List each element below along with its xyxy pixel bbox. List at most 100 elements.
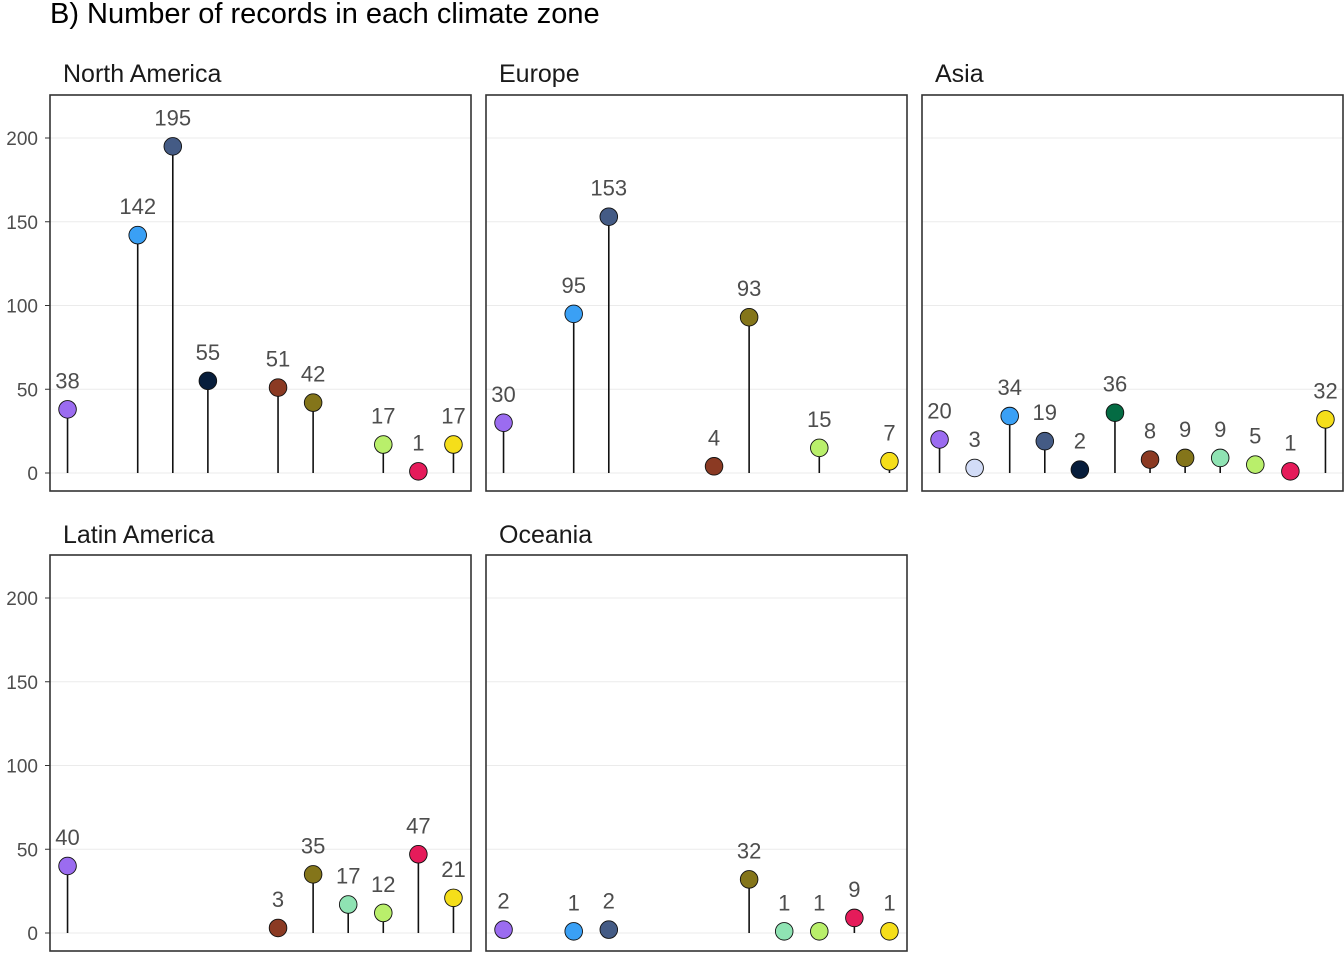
y-tick-label: 200 [6,589,38,610]
lollipop-point [1281,462,1300,481]
panel-north-america: North America 0 50 100 150 200 38 142 195 55 51 42 1… [6,60,472,492]
lollipop-point [810,438,829,458]
lollipop-point [374,903,393,923]
data-label: 15 [807,407,831,432]
panel-latin-america: Latin America 0 50 100 150 200 40 3 35 17 12 47 21 [6,521,472,952]
panel-border [485,94,908,492]
lollipop-point [1140,450,1160,469]
lollipop-point [564,304,583,324]
lollipop-point [1105,403,1125,422]
lollipop-point [880,452,899,471]
lollipop-point [599,920,619,939]
lollipop-point [303,865,323,884]
data-label: 17 [336,864,360,889]
data-label: 5 [1249,424,1261,449]
data-label: 32 [737,838,761,863]
panel-label: Oceania [499,521,592,549]
data-label: 142 [119,194,156,219]
data-label: 1 [568,890,580,915]
data-label: 32 [1313,378,1337,403]
data-label: 1 [412,430,424,455]
data-label: 30 [491,382,515,407]
panel-label: Asia [935,60,984,88]
data-label: 17 [441,404,465,429]
lollipop-point [198,371,218,391]
data-label: 17 [371,404,395,429]
data-label: 20 [927,399,951,424]
data-label: 38 [55,368,79,393]
data-label: 1 [1284,430,1296,455]
data-label: 93 [737,276,761,301]
data-label: 9 [1214,417,1226,442]
data-label: 21 [441,857,465,882]
lollipop-point [58,400,77,419]
panel-label: North America [63,60,221,88]
panel-label: Europe [499,60,580,88]
y-tick-label: 200 [6,129,38,150]
panel-border [49,94,472,492]
lollipop-point [704,457,724,476]
data-label: 1 [883,890,895,915]
panel-border [485,554,908,952]
lollipop-point [128,225,147,245]
data-label: 2 [497,889,509,914]
data-label: 42 [301,362,325,387]
data-label: 36 [1103,372,1127,397]
lollipop-point [1035,431,1055,451]
y-tick-label: 100 [6,757,38,778]
data-label: 2 [1074,429,1086,454]
data-label: 4 [708,425,720,450]
lollipop-point [774,922,794,941]
lollipop-point [58,856,77,876]
lollipop-point [303,393,323,412]
data-label: 9 [848,877,860,902]
data-label: 153 [590,176,627,201]
panel-border [921,94,1344,492]
data-label: 2 [603,889,615,914]
lollipop-point [444,435,463,454]
data-label: 195 [154,105,191,130]
data-label: 9 [1179,417,1191,442]
lollipop-point [564,922,583,941]
y-tick-label: 150 [6,213,38,234]
data-label: 34 [997,375,1021,400]
lollipop-point [409,462,428,481]
chart-title: B) Number of records in each climate zon… [50,0,600,30]
data-label: 40 [55,825,79,850]
data-label: 1 [778,890,790,915]
data-label: 47 [406,813,430,838]
lollipop-point [374,435,393,454]
data-label: 3 [272,887,284,912]
data-label: 35 [301,833,325,858]
y-tick-label: 100 [6,297,38,318]
lollipop-point [880,922,899,941]
lollipop-point [930,430,949,449]
lollipop-point [1246,455,1265,474]
data-label: 55 [196,340,220,365]
y-tick-label: 150 [6,673,38,694]
data-label: 3 [969,427,981,452]
lollipop-point [268,918,288,938]
lollipop-point [409,845,428,864]
lollipop-point [338,895,358,914]
lollipop-point [163,137,183,156]
lollipop-point [1000,406,1019,426]
y-tick-label: 0 [27,924,38,945]
lollipop-point [494,920,513,939]
lollipop-point [599,207,619,226]
lollipop-point [494,413,513,433]
lollipop-point [739,307,759,327]
data-label: 51 [266,347,290,372]
lollipop-point [739,870,759,889]
data-label: 19 [1033,400,1057,425]
lollipop-point [965,458,984,478]
y-tick-label: 50 [17,380,38,401]
y-tick-label: 0 [27,464,38,485]
lollipop-point [845,908,864,928]
lollipop-point [810,922,829,941]
panel-border [49,554,472,952]
data-label: 95 [561,273,585,298]
